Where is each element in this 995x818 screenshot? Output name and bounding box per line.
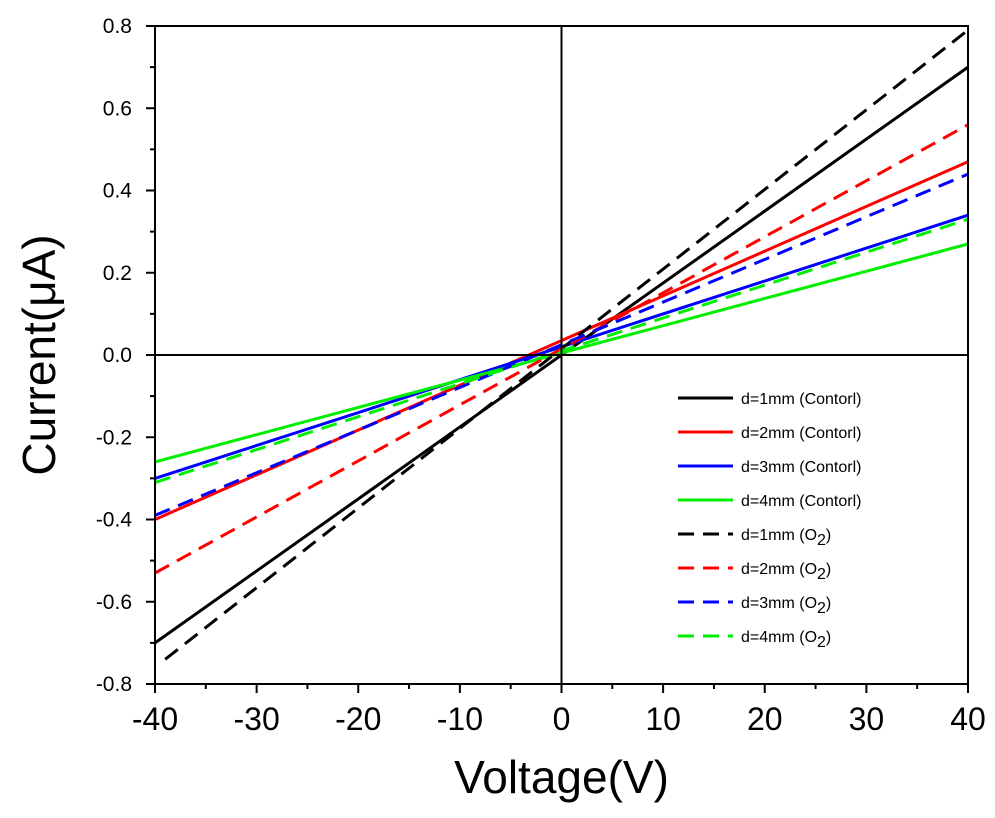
tick-labels: -40 -30 -20 -10 0 10 20 30 40 -0.8 -0.6 -0.4 -0.2 0.0… xyxy=(96,15,986,737)
y-axis-title: Current(μA) xyxy=(13,234,65,475)
y-tick-label: 0.6 xyxy=(103,97,132,120)
x-tick-label: -10 xyxy=(437,701,483,737)
x-tick-label: 20 xyxy=(747,701,783,737)
x-tick-label: 40 xyxy=(950,701,986,737)
y-tick-label: -0.2 xyxy=(96,426,132,449)
legend-label-6: d=2mm (O2) xyxy=(741,561,831,583)
legend-label-2: d=2mm (Contorl) xyxy=(741,425,861,442)
legend-label-7: d=3mm (O2) xyxy=(741,595,831,617)
y-tick-label: -0.4 xyxy=(96,509,133,532)
legend-label-5: d=1mm (O2) xyxy=(741,527,831,549)
x-tick-label: 30 xyxy=(849,701,885,737)
legend-label-1: d=1mm (Contorl) xyxy=(741,391,861,408)
y-tick-label: 0.8 xyxy=(103,15,132,38)
series-line-5 xyxy=(164,28,969,661)
y-tick-label: 0.0 xyxy=(103,344,132,367)
y-tick-label: 0.2 xyxy=(103,262,132,285)
x-axis-title: Voltage(V) xyxy=(454,751,669,803)
x-tick-label: 10 xyxy=(645,701,681,737)
y-tick-label: -0.6 xyxy=(96,591,132,614)
x-tick-label: -40 xyxy=(132,701,178,737)
y-tick-label: 0.4 xyxy=(103,180,133,203)
x-tick-label: -20 xyxy=(335,701,381,737)
ticks xyxy=(146,25,969,693)
legend-label-8: d=4mm (O2) xyxy=(741,629,831,651)
y-tick-label: -0.8 xyxy=(96,673,132,696)
x-tick-label: 0 xyxy=(553,701,571,737)
x-tick-label: -30 xyxy=(234,701,280,737)
legend-label-3: d=3mm (Contorl) xyxy=(741,459,861,476)
legend-label-4: d=4mm (Contorl) xyxy=(741,493,861,510)
legend: d=1mm (Contorl) d=2mm (Contorl) d=3mm (Con… xyxy=(678,391,861,651)
